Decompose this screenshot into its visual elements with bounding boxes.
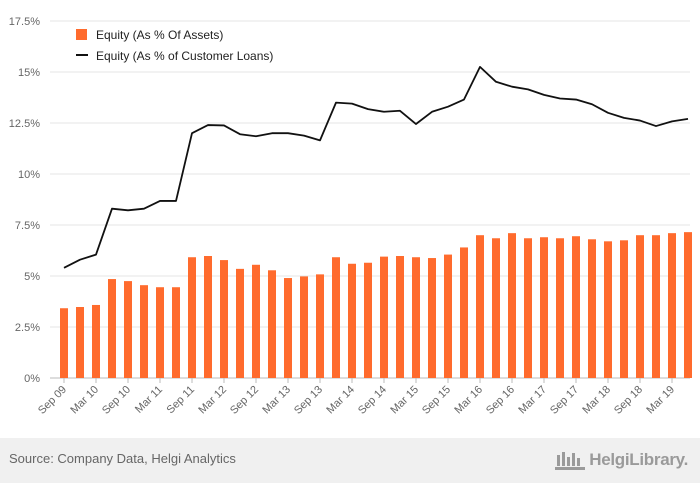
- bar: [572, 236, 580, 378]
- bar: [252, 264, 260, 378]
- x-tick-label: Sep 12: [228, 384, 261, 417]
- bar: [348, 263, 356, 378]
- bar: [204, 256, 212, 378]
- bar: [428, 258, 436, 378]
- footer: Source: Company Data, Helgi Analytics He…: [0, 438, 700, 483]
- bar: [268, 270, 276, 378]
- x-tick-label: Sep 14: [356, 384, 389, 417]
- bar: [492, 238, 500, 378]
- y-tick-label: 15%: [18, 67, 40, 79]
- bar: [652, 235, 660, 378]
- bar: [380, 256, 388, 378]
- bar: [460, 247, 468, 378]
- series-line: [63, 66, 689, 269]
- bar: [364, 262, 372, 378]
- line-series: [63, 66, 689, 269]
- bar: [332, 257, 340, 378]
- y-tick-label: 7.5%: [15, 220, 40, 232]
- x-tick-label: Sep 09: [36, 384, 69, 417]
- bar: [684, 232, 692, 378]
- bar: [588, 239, 596, 378]
- bar: [636, 235, 644, 378]
- bar: [412, 257, 420, 378]
- y-tick-label: 2.5%: [15, 322, 40, 334]
- y-tick-label: 10%: [18, 169, 40, 181]
- x-tick-label: Sep 17: [548, 384, 581, 417]
- x-tick-label: Mar 13: [260, 384, 293, 417]
- x-tick-label: Sep 11: [165, 384, 198, 417]
- x-tick-label: Mar 17: [516, 384, 549, 417]
- bar-series: [60, 232, 692, 378]
- y-tick-label: 5%: [24, 271, 40, 283]
- x-tick-label: Sep 13: [292, 384, 325, 417]
- x-tick-label: Sep 16: [484, 384, 517, 417]
- source-text: Source: Company Data, Helgi Analytics: [9, 451, 236, 466]
- library-icon: [555, 452, 586, 470]
- bar: [396, 256, 404, 378]
- bar: [524, 238, 532, 378]
- x-tick-label: Mar 18: [580, 384, 613, 417]
- bar: [156, 287, 164, 378]
- bar: [92, 304, 100, 378]
- bar: [508, 233, 516, 378]
- bar: [556, 238, 564, 378]
- y-tick-label: 12.5%: [9, 118, 40, 130]
- bar: [172, 287, 180, 378]
- chart: 0%2.5%5%7.5%10%12.5%15%17.5% Sep 09 Mar 1…: [9, 16, 692, 417]
- x-tick-label: Mar 14: [324, 384, 357, 417]
- bar: [444, 254, 452, 378]
- bar: [668, 233, 676, 378]
- legend-label-line: Equity (As % of Customer Loans): [96, 49, 273, 63]
- x-tick-label: Mar 19: [644, 384, 677, 417]
- bar: [620, 240, 628, 378]
- bar: [284, 278, 292, 378]
- bar: [604, 241, 612, 378]
- bar: [476, 235, 484, 378]
- x-tick-label: Mar 11: [133, 384, 165, 416]
- bar: [76, 307, 84, 378]
- bar: [108, 279, 116, 378]
- bar: [236, 268, 244, 378]
- bar: [300, 276, 308, 378]
- legend-label-bar: Equity (As % Of Assets): [96, 28, 223, 42]
- legend-swatch-bar: [76, 29, 87, 40]
- bar: [188, 257, 196, 378]
- x-tick-label: Sep 18: [612, 384, 645, 417]
- x-tick-label: Sep 15: [420, 384, 453, 417]
- x-tick-label: Mar 10: [68, 384, 101, 417]
- bar: [220, 260, 228, 378]
- brand-text: HelgiLibrary.: [589, 450, 688, 469]
- bar: [540, 237, 548, 378]
- legend: Equity (As % Of Assets) Equity (As % of …: [76, 28, 273, 63]
- x-tick-label: Sep 10: [100, 384, 133, 417]
- bar: [140, 285, 148, 378]
- x-tick-label: Mar 15: [388, 384, 421, 417]
- brand-logo: HelgiLibrary.: [555, 448, 688, 472]
- y-tick-label: 0%: [24, 373, 40, 385]
- x-tick-label: Mar 12: [196, 384, 229, 417]
- bar: [316, 274, 324, 378]
- bar: [124, 281, 132, 378]
- x-tick-label: Mar 16: [452, 384, 485, 417]
- bar: [60, 308, 68, 378]
- y-tick-label: 17.5%: [9, 16, 40, 28]
- y-axis-ticks: 0% 2.5% 5% 7.5% 10% 12.5% 15% 17.5%: [9, 16, 40, 385]
